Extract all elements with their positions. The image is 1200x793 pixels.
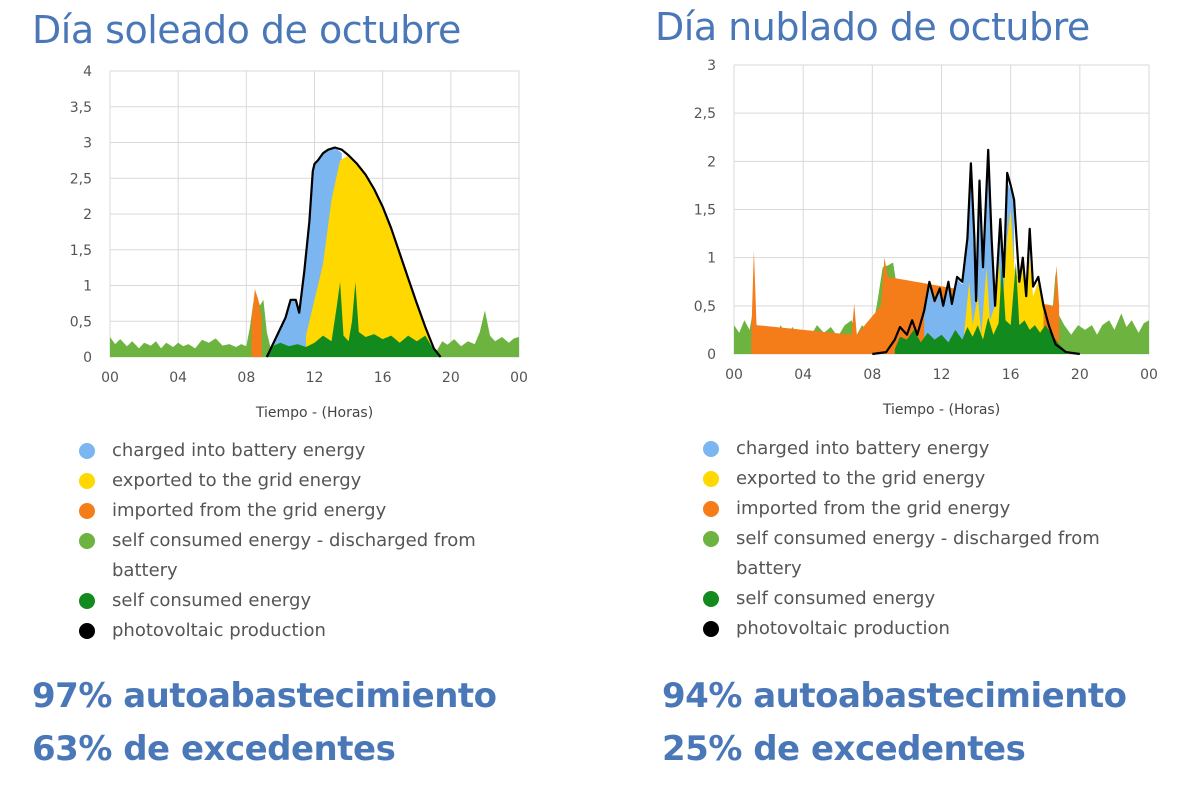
x-tick-label: 08 bbox=[237, 370, 255, 386]
legend-label: imported from the grid energy bbox=[736, 498, 1011, 519]
area-chart-sunny: 0 0,5 1 1,5 2 2,5 3 3,5 4 00 04 08 12 16 20 00 Tiempo - … bbox=[70, 64, 528, 421]
y-tick-label: 1,5 bbox=[694, 203, 716, 219]
area-exported bbox=[964, 209, 1044, 354]
area-chart-cloudy: 0 0,5 1 1,5 2 2,5 3 00 04 08 12 16 20 00 Tiempo - (Hor… bbox=[694, 58, 1158, 418]
legend-swatch bbox=[703, 531, 719, 547]
y-tick-label: 2,5 bbox=[694, 106, 716, 122]
x-tick-label: 00 bbox=[510, 370, 528, 386]
x-axis-label: Tiempo - (Horas) bbox=[882, 402, 1000, 418]
legend-label: self consumed energy - discharged from b… bbox=[112, 530, 476, 581]
legend-item-self-discharged: self consumed energy - discharged from b… bbox=[79, 526, 512, 586]
legend-item-exported: exported to the grid energy bbox=[703, 464, 1143, 494]
legend-swatch bbox=[79, 473, 95, 489]
line-photovoltaic-production bbox=[265, 146, 442, 358]
legend-swatch bbox=[703, 621, 719, 637]
surplus-stat: 63% de excedentes bbox=[32, 729, 396, 769]
area-self-discharged-evening bbox=[437, 310, 519, 357]
x-tick-label: 00 bbox=[725, 367, 743, 383]
legend-item-pv: photovoltaic production bbox=[703, 614, 1143, 644]
legend-label: photovoltaic production bbox=[736, 618, 950, 639]
x-tick-label: 12 bbox=[306, 370, 324, 386]
y-tick-label: 1 bbox=[707, 251, 716, 267]
legend-label: exported to the grid energy bbox=[112, 470, 362, 491]
legend-swatch bbox=[703, 591, 719, 607]
legend-item-battery: charged into battery energy bbox=[79, 436, 519, 466]
x-tick-label: 20 bbox=[1071, 367, 1089, 383]
legend-item-imported: imported from the grid energy bbox=[703, 494, 1143, 524]
legend-swatch bbox=[703, 501, 719, 517]
gridlines bbox=[733, 64, 1150, 355]
surplus-stat: 25% de excedentes bbox=[662, 729, 1026, 769]
y-tick-label: 4 bbox=[83, 64, 92, 80]
x-tick-label: 08 bbox=[863, 367, 881, 383]
legend-item-self: self consumed energy bbox=[703, 584, 1143, 614]
x-tick-label: 00 bbox=[1140, 367, 1158, 383]
legend-swatch bbox=[703, 471, 719, 487]
x-tick-label: 00 bbox=[101, 370, 119, 386]
legend: charged into battery energy exported to t… bbox=[79, 436, 519, 646]
chart-panel-cloudy: Día nublado de octubre 0 0,5 1 1,5 2 2,5 3 00 04… bbox=[600, 0, 1200, 793]
chart-title: Día soleado de octubre bbox=[32, 8, 461, 52]
y-tick-label: 3 bbox=[707, 58, 716, 74]
self-sufficiency-stat: 94% autoabastecimiento bbox=[662, 676, 1127, 716]
legend-swatch bbox=[79, 503, 95, 519]
legend-label: photovoltaic production bbox=[112, 620, 326, 641]
y-tick-label: 0,5 bbox=[694, 299, 716, 315]
x-tick-label: 12 bbox=[933, 367, 951, 383]
legend-label: self consumed energy bbox=[112, 590, 312, 611]
chart-panel-sunny: Día soleado de octubre 0 0,5 1 1,5 2 2,5 3 3,5 4… bbox=[32, 8, 528, 769]
legend-item-self-discharged: self consumed energy - discharged from b… bbox=[703, 524, 1136, 584]
chart-title: Día nublado de octubre bbox=[655, 5, 1090, 49]
line-photovoltaic-production bbox=[872, 148, 1080, 356]
legend-label: imported from the grid energy bbox=[112, 500, 387, 521]
area-self bbox=[894, 262, 1066, 354]
legend-item-imported: imported from the grid energy bbox=[79, 496, 519, 526]
y-tick-label: 2 bbox=[707, 154, 716, 170]
y-tick-label: 0 bbox=[83, 350, 92, 366]
legend-label: exported to the grid energy bbox=[736, 468, 986, 489]
legend-item-exported: exported to the grid energy bbox=[79, 466, 519, 496]
legend-label: charged into battery energy bbox=[112, 440, 366, 461]
legend-item-pv: photovoltaic production bbox=[79, 616, 519, 646]
legend-swatch bbox=[79, 533, 95, 549]
self-sufficiency-stat: 97% autoabastecimiento bbox=[32, 676, 497, 716]
y-tick-label: 0,5 bbox=[70, 314, 92, 330]
x-tick-label: 04 bbox=[169, 370, 187, 386]
y-tick-label: 0 bbox=[707, 347, 716, 363]
legend-label: self consumed energy bbox=[736, 588, 936, 609]
legend-label: self consumed energy - discharged from b… bbox=[736, 528, 1100, 579]
x-tick-label: 16 bbox=[1002, 367, 1020, 383]
x-tick-label: 16 bbox=[374, 370, 392, 386]
legend-swatch bbox=[703, 441, 719, 457]
y-tick-label: 1,5 bbox=[70, 243, 92, 259]
y-tick-label: 1 bbox=[83, 279, 92, 295]
legend-swatch bbox=[79, 593, 95, 609]
area-imported bbox=[251, 289, 262, 357]
legend-item-battery: charged into battery energy bbox=[703, 434, 1143, 464]
y-tick-label: 2 bbox=[83, 207, 92, 223]
legend-swatch bbox=[79, 443, 95, 459]
x-axis-label: Tiempo - (Horas) bbox=[255, 405, 373, 421]
legend-swatch bbox=[79, 623, 95, 639]
x-tick-label: 20 bbox=[442, 370, 460, 386]
area-self bbox=[266, 281, 441, 357]
legend: charged into battery energy exported to t… bbox=[703, 434, 1143, 644]
area-battery bbox=[924, 156, 1015, 354]
y-tick-label: 2,5 bbox=[70, 171, 92, 187]
y-tick-label: 3,5 bbox=[70, 100, 92, 116]
x-tick-label: 04 bbox=[794, 367, 812, 383]
y-tick-label: 3 bbox=[83, 136, 92, 152]
legend-label: charged into battery energy bbox=[736, 438, 990, 459]
legend-item-self: self consumed energy bbox=[79, 586, 519, 616]
area-self-discharged-evening bbox=[1038, 272, 1149, 354]
